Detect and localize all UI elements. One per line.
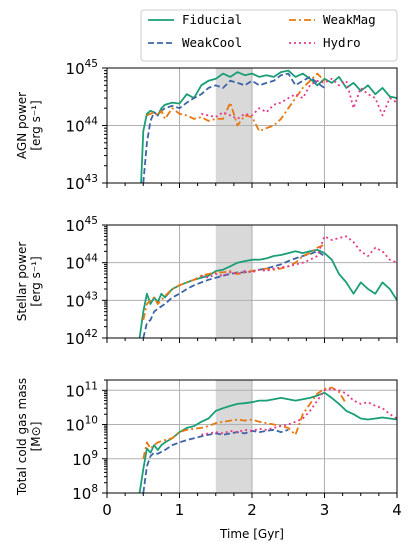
y-tick-label-exponent: 44	[85, 253, 99, 265]
y-tick-label-base: 10	[66, 118, 85, 136]
series-line-weakcool	[142, 72, 326, 183]
y-tick-label: 1045	[66, 58, 98, 78]
shaded-interval	[215, 380, 252, 493]
series-line-hydro	[201, 77, 397, 120]
y-tick-label: 1044	[66, 116, 99, 136]
y-tick-label: 1043	[66, 290, 98, 310]
x-tick-label: 4	[392, 501, 402, 519]
y-tick-label: 1044	[66, 253, 99, 273]
y-axis-label: Stellar power	[15, 242, 29, 322]
y-tick-label-exponent: 8	[91, 483, 98, 495]
y-tick-label: 1042	[66, 328, 98, 348]
series-line-fiducial	[138, 248, 397, 338]
x-tick-label: 2	[247, 501, 257, 519]
y-tick-label-base: 10	[66, 60, 85, 78]
x-axis-label: Time [Gyr]	[219, 527, 284, 541]
legend-label-fiducial: Fiducial	[182, 12, 242, 27]
y-tick-label: 1043	[66, 173, 98, 193]
series-line-fiducial	[140, 69, 397, 183]
y-tick-label-exponent: 45	[85, 215, 98, 227]
y-tick-label-exponent: 10	[85, 415, 98, 427]
y-tick-label-exponent: 42	[85, 328, 98, 340]
y-axis-label: Total cold gas mass	[15, 378, 29, 496]
y-tick-label-base: 10	[72, 485, 91, 503]
y-tick-label-exponent: 11	[85, 380, 98, 392]
x-tick-label: 1	[175, 501, 185, 519]
y-tick-label-exponent: 43	[85, 290, 98, 302]
y-tick-label: 1011	[66, 380, 98, 400]
y-tick-label-base: 10	[66, 255, 85, 273]
y-tick-label-exponent: 9	[91, 449, 98, 461]
y-tick-label-base: 10	[66, 292, 85, 310]
series-line-hydro	[201, 235, 397, 279]
series-line-weakcool	[142, 428, 289, 493]
y-tick-label-exponent: 45	[85, 58, 98, 70]
y-tick-label-base: 10	[66, 330, 85, 348]
y-axis-unit: [erg s⁻¹]	[29, 100, 43, 150]
legend-box	[140, 9, 398, 62]
x-tick-label: 3	[320, 501, 330, 519]
y-axis-label: AGN power	[15, 92, 29, 159]
y-tick-label: 108	[72, 483, 98, 503]
y-tick-label-exponent: 44	[85, 116, 99, 128]
y-tick-label-base: 10	[66, 382, 85, 400]
legend-label-weakmag: WeakMag	[323, 12, 376, 27]
y-tick-label-base: 10	[66, 175, 85, 193]
y-axis-unit: [erg s⁻¹]	[29, 256, 43, 306]
y-tick-label: 1010	[66, 415, 98, 435]
series-line-weakmag	[142, 386, 348, 459]
y-tick-label: 1045	[66, 215, 98, 235]
y-tick-label-exponent: 43	[85, 173, 98, 185]
y-tick-label-base: 10	[66, 217, 85, 235]
y-tick-label-base: 10	[66, 417, 85, 435]
series-line-fiducial	[138, 391, 397, 493]
legend-label-hydro: Hydro	[323, 35, 361, 50]
y-tick-label: 109	[72, 449, 98, 469]
legend-label-weakcool: WeakCool	[182, 35, 242, 50]
shaded-interval	[215, 225, 252, 338]
x-tick-label: 0	[102, 501, 112, 519]
y-axis-unit: [M⊙]	[29, 422, 43, 452]
y-tick-label-base: 10	[72, 451, 91, 469]
series-line-hydro	[201, 388, 397, 436]
